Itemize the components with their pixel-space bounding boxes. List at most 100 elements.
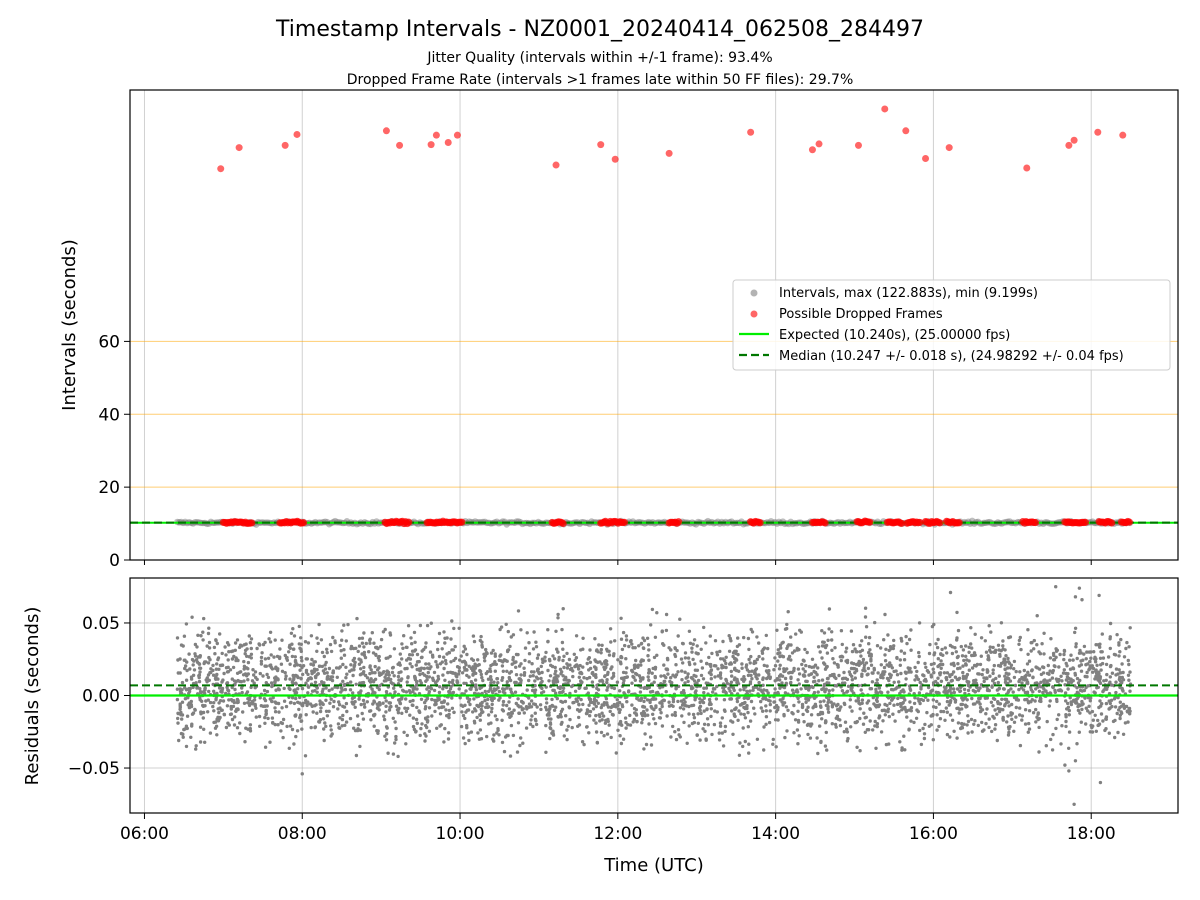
residual-point	[774, 710, 779, 714]
residual-point	[1104, 662, 1109, 667]
residual-point	[868, 648, 872, 652]
residual-point	[965, 723, 969, 727]
residual-point	[805, 650, 809, 655]
residual-point	[443, 636, 447, 640]
residual-point	[450, 619, 454, 623]
residual-point	[563, 699, 568, 704]
residual-point	[831, 688, 835, 692]
residual-point	[628, 723, 633, 727]
residual-point	[508, 644, 512, 649]
residual-point	[882, 638, 886, 642]
residual-point	[825, 681, 829, 685]
residual-point	[213, 720, 218, 724]
residual-point	[522, 673, 527, 677]
residual-point	[357, 636, 362, 641]
residual-point	[827, 607, 832, 611]
residual-point	[992, 681, 997, 686]
residual-point	[886, 709, 890, 714]
residual-point	[1062, 657, 1066, 662]
residual-point	[797, 682, 801, 686]
residual-point	[315, 636, 319, 640]
residual-point	[196, 655, 201, 659]
residual-point	[732, 712, 736, 716]
residual-point	[950, 678, 954, 683]
residual-point	[642, 747, 646, 751]
residual-point	[939, 709, 943, 714]
residual-point	[344, 701, 349, 706]
residual-point	[902, 734, 906, 738]
residual-point	[1094, 729, 1099, 733]
residual-point	[1049, 637, 1053, 641]
residual-point	[263, 715, 267, 720]
residual-point	[215, 733, 219, 737]
residual-point	[446, 670, 450, 675]
residual-point	[544, 723, 548, 728]
residual-point	[298, 716, 302, 720]
residual-point	[984, 712, 988, 716]
residual-point	[343, 723, 347, 727]
residual-point	[272, 655, 276, 659]
residual-point	[505, 686, 509, 690]
residual-point	[320, 664, 324, 669]
residual-point	[497, 689, 502, 694]
residual-point	[1008, 635, 1013, 639]
residual-point	[838, 718, 842, 722]
residual-point	[303, 640, 308, 644]
residual-point	[252, 681, 256, 685]
residual-point	[1117, 668, 1121, 672]
residual-point	[673, 713, 678, 718]
residual-point	[263, 704, 267, 708]
residual-point	[619, 741, 624, 746]
residual-point	[667, 704, 672, 708]
residual-point	[951, 670, 956, 674]
dropped-frame-point	[597, 141, 605, 149]
residual-point	[645, 708, 649, 712]
residual-point	[372, 641, 376, 645]
residual-point	[816, 666, 820, 670]
residual-point	[743, 716, 748, 720]
residual-point	[239, 680, 243, 684]
dropped-frame-point	[665, 149, 673, 157]
residual-point	[698, 697, 702, 701]
residual-point	[682, 720, 686, 725]
residual-point	[684, 676, 688, 680]
residual-point	[1066, 687, 1070, 691]
residual-point	[197, 679, 202, 684]
dropped-frame-point	[898, 519, 906, 527]
residual-point	[948, 674, 952, 679]
residual-point	[288, 662, 292, 666]
residual-point	[230, 657, 235, 661]
residual-point	[536, 667, 540, 671]
residual-point	[571, 683, 575, 688]
residual-point	[1117, 677, 1122, 682]
residual-point	[235, 671, 240, 675]
residual-point	[647, 648, 651, 652]
residual-point	[612, 686, 617, 691]
residual-point	[496, 681, 500, 685]
residual-point	[195, 686, 199, 690]
residual-point	[892, 669, 896, 674]
residual-point	[653, 667, 657, 671]
residual-point	[841, 676, 846, 680]
residual-point	[800, 702, 805, 707]
residual-point	[735, 697, 739, 701]
residual-point	[388, 654, 392, 659]
residual-point	[1034, 707, 1038, 712]
residual-point	[1077, 664, 1082, 668]
residual-point	[1104, 727, 1108, 731]
residual-point	[651, 712, 655, 716]
residual-point	[1121, 678, 1126, 682]
residual-point	[244, 666, 249, 670]
residual-point	[292, 742, 296, 746]
residual-point	[654, 705, 658, 709]
residual-point	[327, 666, 332, 671]
residual-point	[637, 674, 642, 678]
residual-point	[792, 731, 796, 735]
residual-point	[1027, 659, 1032, 663]
residual-point	[737, 753, 742, 757]
residual-point	[768, 709, 772, 713]
residual-point	[351, 691, 355, 695]
residual-point	[341, 662, 345, 667]
residual-point	[967, 650, 971, 654]
residual-point	[712, 722, 717, 727]
